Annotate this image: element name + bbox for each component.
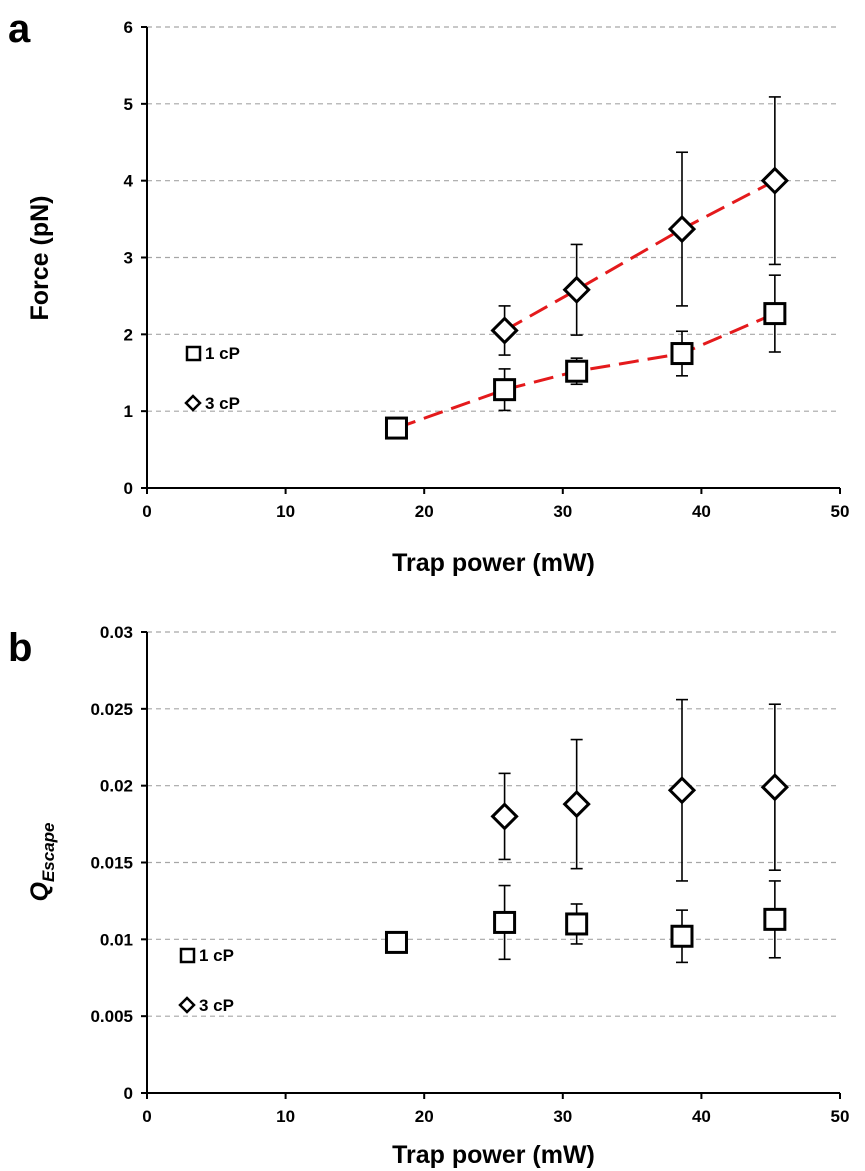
x-tick-label: 30 <box>553 502 572 521</box>
panel-letter: b <box>8 626 32 670</box>
y-tick-label: 0 <box>124 1084 133 1103</box>
legend-label: 3 cP <box>199 996 234 1015</box>
y-tick-label: 4 <box>124 172 134 191</box>
trendline-1 <box>503 179 776 332</box>
x-tick-label: 20 <box>415 502 434 521</box>
y-tick-label: 0 <box>124 479 133 498</box>
x-tick-label: 50 <box>831 502 850 521</box>
data-point-square <box>384 930 408 954</box>
legend-label: 1 cP <box>205 344 240 363</box>
data-point-square <box>565 912 589 936</box>
data-point-square <box>493 378 517 402</box>
y-tick-label: 0.03 <box>100 623 133 642</box>
data-point-diamond <box>760 773 789 802</box>
data-point-diamond <box>760 166 789 195</box>
legend-label: 1 cP <box>199 946 234 965</box>
y-tick-label: 5 <box>124 95 133 114</box>
legend-square-icon <box>185 345 202 362</box>
y-tick-label: 2 <box>124 325 133 344</box>
data-point-diamond <box>562 275 591 304</box>
y-tick-label: 0.01 <box>100 930 133 949</box>
y-tick-label: 1 <box>124 402 133 421</box>
x-tick-label: 20 <box>415 1107 434 1126</box>
data-point-square <box>670 924 694 948</box>
y-axis-title: QEscape <box>26 823 58 902</box>
y-axis-title-main: Q <box>26 882 54 902</box>
data-point-diamond <box>562 789 591 819</box>
y-tick-label: 6 <box>124 18 133 37</box>
data-point-square <box>670 342 694 366</box>
x-tick-label: 10 <box>276 502 295 521</box>
data-point-square <box>763 907 787 931</box>
x-tick-label: 0 <box>142 1107 151 1126</box>
y-axis-title-subscript: Escape <box>39 823 58 883</box>
x-tick-label: 0 <box>142 502 151 521</box>
data-point-diamond <box>490 316 519 345</box>
legend-diamond-icon <box>178 996 196 1014</box>
legend-diamond-icon <box>184 394 202 412</box>
y-tick-label: 0.02 <box>100 777 133 796</box>
data-point-diamond <box>490 802 519 831</box>
data-point-diamond <box>667 776 697 805</box>
x-tick-label: 40 <box>692 502 711 521</box>
data-point-diamond <box>667 214 697 244</box>
x-tick-label: 10 <box>276 1107 295 1126</box>
data-point-square <box>565 359 589 383</box>
data-point-square <box>384 416 408 440</box>
data-point-square <box>493 910 517 934</box>
data-point-square <box>763 302 787 326</box>
legend-label: 3 cP <box>205 394 240 413</box>
panel-b-chart: b 0 0.005 0.01 0.015 0.02 0.025 0.03 0 10 20 30 40 50… <box>8 623 849 1169</box>
panel-letter: a <box>8 7 31 51</box>
x-axis-title: Trap power (mW) <box>392 549 595 577</box>
legend-square-icon <box>179 947 196 964</box>
y-tick-label: 3 <box>124 249 133 268</box>
x-tick-label: 30 <box>553 1107 572 1126</box>
x-tick-label: 50 <box>831 1107 850 1126</box>
y-tick-label: 0.025 <box>90 700 133 719</box>
y-tick-label: 0.015 <box>90 854 133 873</box>
x-tick-label: 40 <box>692 1107 711 1126</box>
y-tick-label: 0.005 <box>90 1007 133 1026</box>
panel-a-chart: a 0 1 2 3 4 5 6 0 10 20 30 40 50 Trap power (mW) Force … <box>8 7 849 577</box>
x-axis-title: Trap power (mW) <box>392 1141 595 1169</box>
y-axis-title: Force (pN) <box>26 196 54 321</box>
